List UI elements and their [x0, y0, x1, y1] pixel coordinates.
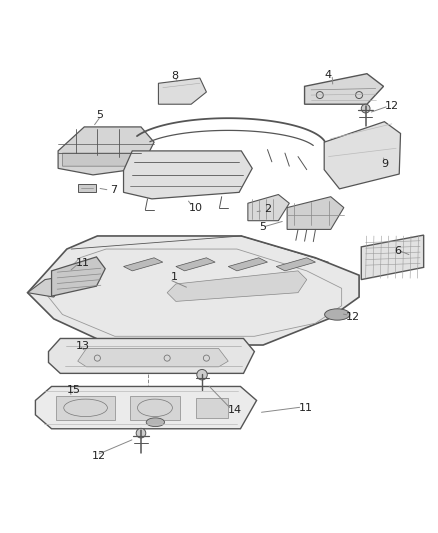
Polygon shape [123, 258, 162, 271]
Text: 15: 15 [67, 384, 81, 394]
Polygon shape [48, 338, 254, 374]
Text: 14: 14 [228, 406, 242, 415]
Polygon shape [247, 195, 289, 221]
Polygon shape [360, 235, 423, 280]
Polygon shape [304, 74, 383, 104]
Polygon shape [323, 122, 399, 189]
Polygon shape [51, 257, 105, 296]
Text: 11: 11 [75, 258, 89, 268]
Polygon shape [176, 258, 215, 271]
Ellipse shape [146, 418, 164, 426]
Polygon shape [78, 349, 228, 367]
Polygon shape [62, 153, 149, 166]
Polygon shape [35, 386, 256, 429]
Text: 5: 5 [258, 222, 265, 232]
Circle shape [196, 369, 207, 380]
Text: 9: 9 [380, 159, 387, 169]
Text: 4: 4 [323, 70, 331, 79]
Bar [130, 396, 180, 420]
Polygon shape [58, 127, 154, 175]
Polygon shape [123, 151, 252, 199]
Text: 12: 12 [385, 101, 399, 111]
Text: 7: 7 [110, 185, 117, 195]
Polygon shape [28, 275, 71, 297]
Text: 10: 10 [188, 203, 202, 213]
Text: 12: 12 [92, 451, 106, 461]
Bar [56, 396, 115, 420]
Text: 6: 6 [393, 246, 400, 256]
Polygon shape [228, 258, 267, 271]
Text: 12: 12 [345, 312, 359, 322]
Text: 11: 11 [298, 403, 312, 413]
Bar [195, 398, 228, 418]
Circle shape [136, 429, 145, 438]
Text: 13: 13 [75, 341, 89, 351]
Circle shape [360, 104, 369, 113]
Ellipse shape [324, 309, 349, 320]
Text: 2: 2 [263, 204, 271, 214]
Polygon shape [276, 258, 315, 271]
Text: 8: 8 [171, 71, 178, 81]
Text: 1: 1 [170, 272, 177, 282]
Polygon shape [286, 197, 343, 229]
Text: 5: 5 [96, 110, 103, 120]
Polygon shape [158, 78, 206, 104]
Bar [78, 183, 96, 192]
Polygon shape [167, 271, 306, 301]
Polygon shape [28, 236, 358, 345]
